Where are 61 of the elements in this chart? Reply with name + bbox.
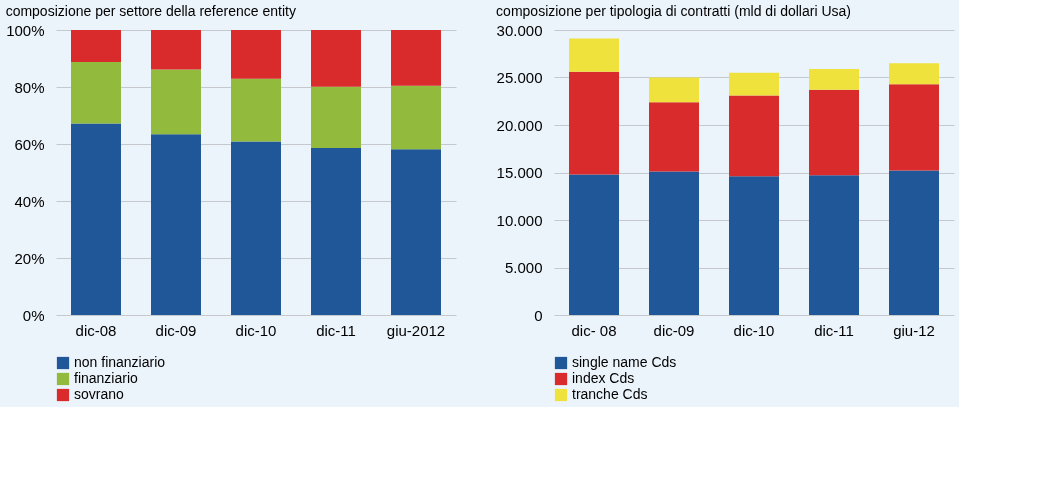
- y-tick-label: 40%: [14, 192, 45, 210]
- y-tick-label: 80%: [14, 78, 45, 96]
- legend-label: single name Cds: [572, 354, 677, 370]
- x-tick-label: dic-11: [316, 321, 356, 339]
- bar: [151, 134, 201, 315]
- x-tick-label: giu-12: [893, 321, 935, 339]
- chart-title: composizione per settore della reference entity: [5, 3, 296, 19]
- y-tick-label: 30.000: [496, 21, 543, 39]
- bar: [809, 89, 859, 176]
- bar: [311, 86, 361, 148]
- bar: [649, 171, 699, 315]
- legend-label: sovrano: [74, 386, 125, 402]
- y-tick-label: 20.000: [496, 116, 543, 134]
- bar: [569, 71, 619, 175]
- x-tick-label: dic-11: [814, 321, 854, 339]
- legend-label: tranche Cds: [572, 386, 648, 402]
- bar: [391, 149, 441, 315]
- bar: [71, 30, 121, 62]
- chart-title: composizione per tipologia di contratti (mld di dollari Usa): [496, 3, 851, 19]
- bar: [71, 123, 121, 315]
- bar: [231, 78, 281, 142]
- bar: [889, 63, 939, 85]
- bar: [71, 61, 121, 124]
- x-tick-label: dic-09: [155, 321, 197, 339]
- bar: [729, 176, 779, 315]
- bar: [569, 174, 619, 315]
- y-tick-label: 0: [534, 306, 543, 324]
- y-tick-label: 100%: [6, 21, 45, 39]
- bar: [809, 68, 859, 90]
- bar: [569, 38, 619, 72]
- bar: [729, 95, 779, 177]
- bar: [231, 30, 281, 79]
- y-tick-label: 15.000: [496, 164, 543, 181]
- y-tick-label: 20%: [14, 249, 45, 267]
- bar: [311, 147, 361, 315]
- bar: [151, 30, 201, 70]
- bar: [151, 69, 201, 135]
- bar: [889, 170, 939, 315]
- bar: [809, 175, 859, 315]
- bar: [889, 84, 939, 171]
- y-tick-label: 10.000: [496, 211, 543, 229]
- x-tick-label: dic-10: [235, 321, 277, 339]
- legend-label: non finanziario: [74, 354, 166, 370]
- bar: [391, 30, 441, 86]
- x-tick-label: dic-08: [75, 321, 117, 339]
- y-tick-label: 5.000: [504, 259, 543, 276]
- legend-label: finanziario: [74, 370, 139, 386]
- x-tick-label: dic-09: [653, 321, 695, 339]
- legend-label: index Cds: [572, 370, 635, 386]
- bar: [391, 85, 441, 150]
- x-tick-label: dic- 08: [571, 321, 617, 339]
- y-tick-label: 0%: [22, 306, 45, 324]
- y-tick-label: 25.000: [496, 69, 543, 86]
- bar: [231, 141, 281, 315]
- bar: [729, 72, 779, 96]
- y-tick-label: 60%: [14, 135, 45, 153]
- bar: [649, 77, 699, 103]
- bar: [311, 30, 361, 87]
- x-tick-label: dic-10: [733, 321, 775, 339]
- x-tick-label: giu-2012: [386, 321, 446, 339]
- bar: [649, 102, 699, 172]
